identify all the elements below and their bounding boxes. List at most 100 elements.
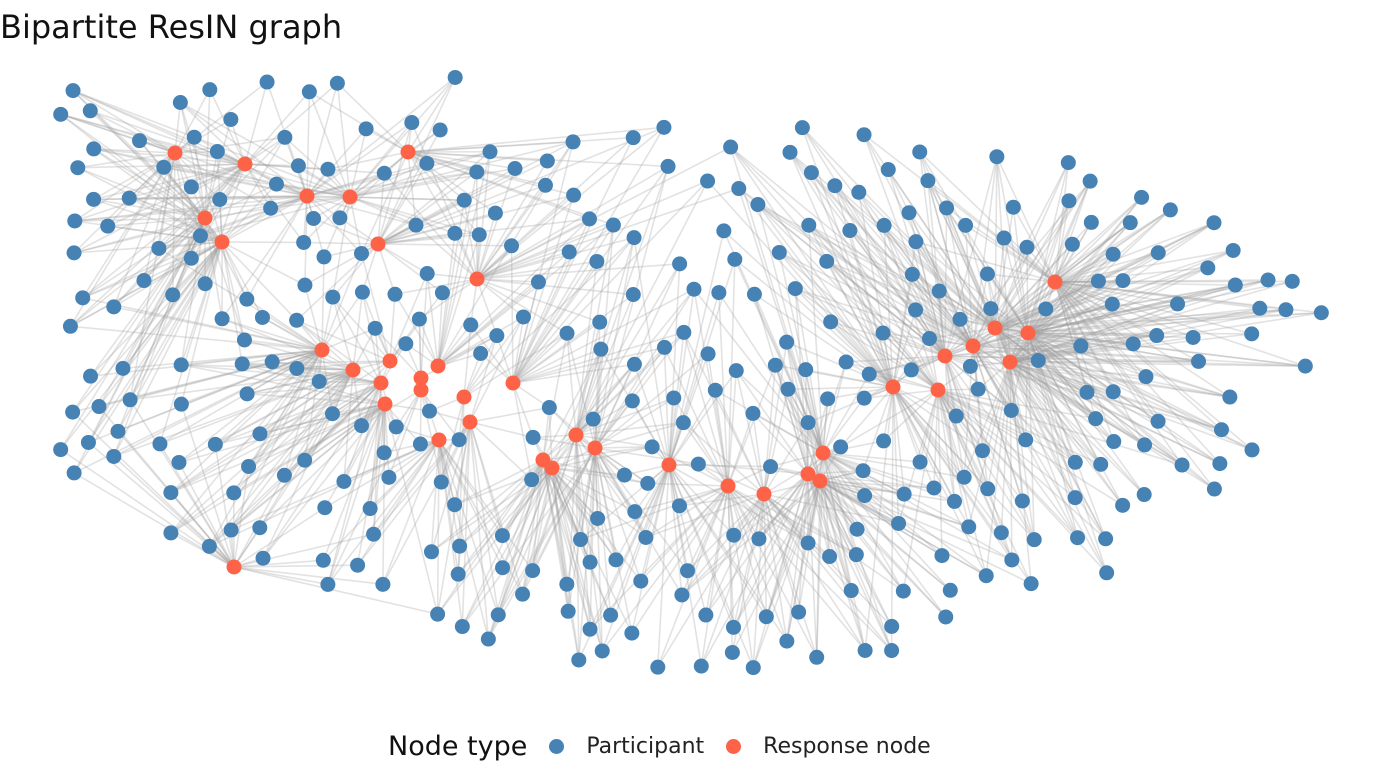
- graph-edge: [1054, 267, 1208, 283]
- graph-edge: [476, 151, 491, 280]
- graph-edge: [594, 447, 617, 561]
- graph-edge: [306, 171, 477, 197]
- participant-node: [201, 538, 217, 554]
- graph-edge: [785, 342, 809, 475]
- graph-edge: [321, 349, 334, 414]
- graph-edge: [575, 434, 647, 538]
- graph-edge: [1054, 281, 1147, 378]
- response-node: [568, 427, 584, 443]
- participant-node: [75, 290, 91, 306]
- participant-node: [603, 607, 619, 623]
- participant-node: [1278, 302, 1294, 318]
- graph-edge: [902, 389, 939, 592]
- graph-edge: [594, 447, 683, 596]
- graph-edge: [272, 360, 354, 371]
- graph-edge: [1054, 281, 1115, 442]
- graph-edge: [996, 156, 1029, 334]
- participant-node: [1115, 273, 1131, 289]
- graph-edge: [944, 355, 1199, 363]
- participant-node: [264, 354, 280, 370]
- graph-edge: [230, 349, 323, 531]
- graph-edge: [179, 101, 246, 165]
- graph-edge: [807, 225, 824, 454]
- graph-edge: [763, 493, 788, 642]
- participant-node: [946, 493, 962, 509]
- graph-edge: [770, 452, 824, 468]
- graph-edge: [331, 369, 354, 415]
- graph-edge: [834, 185, 974, 347]
- graph-edge: [681, 480, 821, 596]
- response-node: [197, 210, 213, 226]
- participant-node: [672, 256, 688, 272]
- graph-edge: [822, 452, 935, 489]
- graph-edge: [822, 452, 987, 577]
- graph-edge: [259, 369, 354, 529]
- graph-edge: [407, 77, 456, 153]
- graph-edge: [994, 308, 1047, 329]
- graph-edge: [262, 382, 382, 559]
- participant-node: [70, 160, 86, 176]
- graph-edge: [306, 195, 325, 258]
- response-node: [167, 145, 183, 161]
- graph-edge: [786, 473, 809, 642]
- graph-edge: [163, 163, 246, 169]
- participant-node: [891, 515, 907, 531]
- participant-node: [1014, 493, 1030, 509]
- participant-node: [989, 149, 1005, 165]
- graph-edge: [892, 386, 1035, 541]
- participant-node: [419, 266, 435, 282]
- graph-edge: [377, 243, 512, 247]
- graph-edge: [512, 141, 574, 384]
- graph-edge: [994, 327, 1039, 362]
- graph-edge: [122, 349, 323, 370]
- graph-edge: [1054, 281, 1260, 310]
- participant-node: [724, 644, 740, 660]
- graph-edge: [927, 180, 946, 357]
- graph-edge: [575, 434, 617, 561]
- graph-edge: [668, 464, 735, 628]
- participant-node: [716, 223, 732, 239]
- graph-edge: [972, 308, 1047, 347]
- graph-edge: [180, 403, 235, 568]
- legend-item-response-node: Response node: [726, 734, 931, 759]
- graph-edge: [360, 253, 391, 362]
- graph-edge: [349, 128, 367, 198]
- participant-node: [782, 144, 798, 160]
- graph-edge: [763, 493, 818, 658]
- graph-edge: [377, 167, 516, 245]
- participant-node: [495, 560, 511, 576]
- graph-edge: [510, 245, 514, 384]
- graph-edge: [440, 421, 471, 483]
- participant-node: [480, 631, 496, 647]
- graph-edge: [819, 480, 899, 525]
- graph-edge: [1000, 361, 1011, 533]
- graph-edge: [575, 363, 636, 436]
- graph-edge: [594, 447, 633, 634]
- graph-edge: [578, 447, 596, 661]
- graph-edge: [601, 485, 729, 652]
- graph-edge: [937, 389, 956, 502]
- graph-edge: [1009, 361, 1145, 446]
- graph-edge: [89, 110, 176, 154]
- participant-node: [537, 177, 553, 193]
- participant-node: [311, 373, 327, 389]
- participant-node: [931, 283, 947, 299]
- participant-node: [559, 576, 575, 592]
- graph-edge: [72, 241, 223, 413]
- participant-node: [212, 192, 228, 208]
- graph-edge: [476, 146, 731, 280]
- graph-edge: [221, 241, 248, 300]
- graph-edge: [733, 473, 809, 536]
- graph-edge: [972, 334, 1157, 347]
- graph-edge: [233, 369, 354, 494]
- graph-edge: [846, 355, 946, 363]
- graph-edge: [323, 196, 351, 258]
- graph-edge: [215, 382, 382, 446]
- graph-edge: [937, 389, 1102, 466]
- graph-edge: [994, 327, 1134, 345]
- graph-edge: [1009, 361, 1013, 560]
- legend: Node type Participant Response node: [388, 726, 953, 766]
- graph-edge: [501, 467, 553, 569]
- graph-edge: [1054, 281, 1231, 398]
- graph-edge: [113, 349, 323, 458]
